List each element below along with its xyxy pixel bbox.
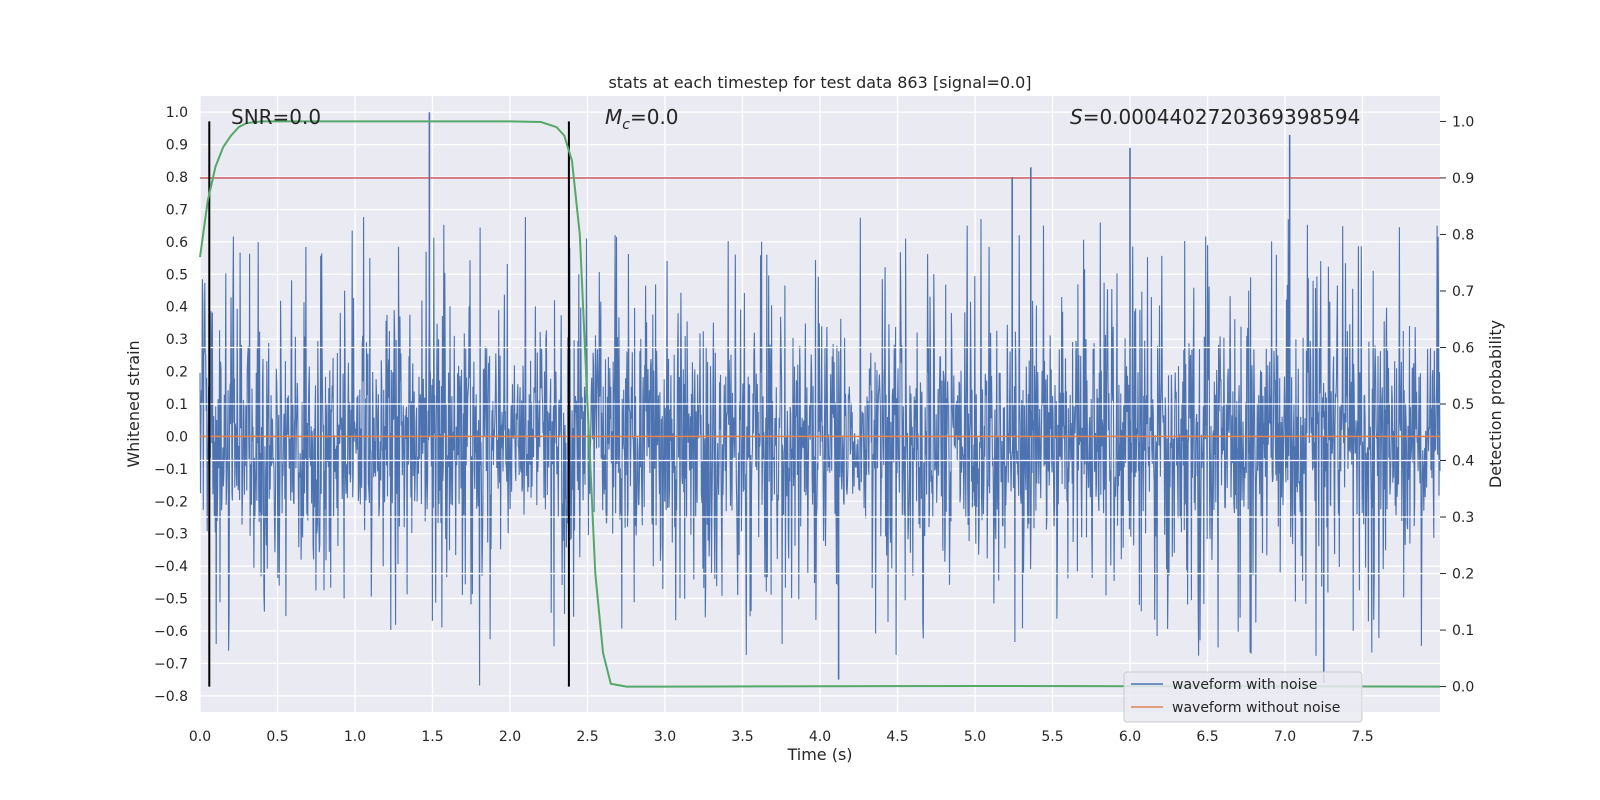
right-y-tick-label: 0.8 [1452,227,1474,243]
x-axis-ticks: 0.0 0.5 1.0 1.5 2.0 2.5 3.0 3.5 4.0 4.5 5.0 5.5 6.0 6… [189,729,1374,745]
chirp-mass-annotation: Mc=0.0 [605,105,679,133]
right-y-tick-label: 0.6 [1452,340,1474,356]
x-tick-label: 7.5 [1351,729,1373,745]
left-y-tick-label: 0.9 [166,138,188,154]
chirp-mass-symbol: M [605,105,622,129]
x-axis-label: Time (s) [786,745,852,764]
right-y-tick-label: 0.5 [1452,397,1474,413]
legend-label-clean: waveform without noise [1172,700,1340,716]
legend: waveform with noise waveform without noi… [1123,671,1363,723]
x-tick-label: 6.5 [1196,729,1218,745]
x-tick-label: 5.5 [1041,729,1063,745]
x-tick-label: 1.5 [421,729,443,745]
x-tick-label: 5.0 [964,729,986,745]
right-y-tick-label: 0.4 [1452,454,1474,470]
x-tick-label: 2.5 [576,729,598,745]
left-axis-ticks: −0.8 −0.7 −0.6 −0.5 −0.4 −0.3 −0.2 −0.1 0.0 0.1 0.… [154,105,188,705]
left-y-tick-label: 0.0 [166,429,188,445]
x-tick-label: 3.0 [654,729,676,745]
detection-probability-line [199,120,1441,688]
right-y-tick-label: 1.0 [1452,114,1474,130]
left-y-tick-label: 0.8 [166,170,188,186]
chirp-mass-value: =0.0 [630,105,679,129]
left-y-tick-label: −0.5 [154,592,188,608]
right-y-tick-label: 0.1 [1452,623,1474,639]
x-tick-label: 3.5 [731,729,753,745]
left-y-tick-label: 0.3 [166,332,188,348]
score-annotation: S=0.0004402720369398594 [1070,105,1360,129]
score-symbol: S [1070,105,1083,129]
legend-label-noise: waveform with noise [1172,677,1317,693]
left-y-tick-label: −0.7 [154,656,188,672]
left-y-tick-label: −0.8 [154,689,188,705]
x-tick-label: 6.0 [1119,729,1141,745]
noisy-waveform-line [199,216,1441,686]
snr-annotation: SNR=0.0 [231,105,321,129]
right-y-tick-label: 0.7 [1452,284,1474,300]
chirp-mass-subscript: c [622,117,630,133]
x-tick-label: 4.5 [886,729,908,745]
left-y-tick-label: 0.5 [166,267,188,283]
right-axis-ticks: 0.0 0.1 0.2 0.3 0.4 0.5 0.6 0.7 0.8 0.9 1.0 [1440,114,1474,696]
left-y-tick-label: −0.1 [154,462,188,478]
left-y-tick-label: −0.3 [154,527,188,543]
left-y-tick-label: 0.7 [166,202,188,218]
x-tick-label: 1.0 [344,729,366,745]
x-tick-label: 0.0 [189,729,211,745]
left-axis-label: Whitened strain [124,340,143,467]
left-y-tick-label: 0.2 [166,365,188,381]
left-y-tick-label: 0.1 [166,397,188,413]
right-y-tick-label: 0.3 [1452,510,1474,526]
right-y-tick-label: 0.2 [1452,567,1474,583]
chart-title: stats at each timestep for test data 863… [608,73,1031,92]
series-layer [199,112,1441,688]
x-tick-label: 0.5 [266,729,288,745]
left-y-tick-label: −0.2 [154,494,188,510]
left-y-tick-label: 0.4 [166,300,188,316]
left-y-tick-label: −0.6 [154,624,188,640]
legend-box [1123,671,1363,723]
x-tick-label: 4.0 [809,729,831,745]
left-y-tick-label: 1.0 [166,105,188,121]
score-value: =0.0004402720369398594 [1083,105,1361,129]
right-y-tick-label: 0.9 [1452,171,1474,187]
left-y-tick-label: 0.6 [166,235,188,251]
right-axis-label: Detection probability [1486,320,1505,488]
left-y-tick-label: −0.4 [154,559,188,575]
right-y-tick-label: 0.0 [1452,680,1474,696]
x-tick-label: 2.0 [499,729,521,745]
x-tick-label: 7.0 [1274,729,1296,745]
